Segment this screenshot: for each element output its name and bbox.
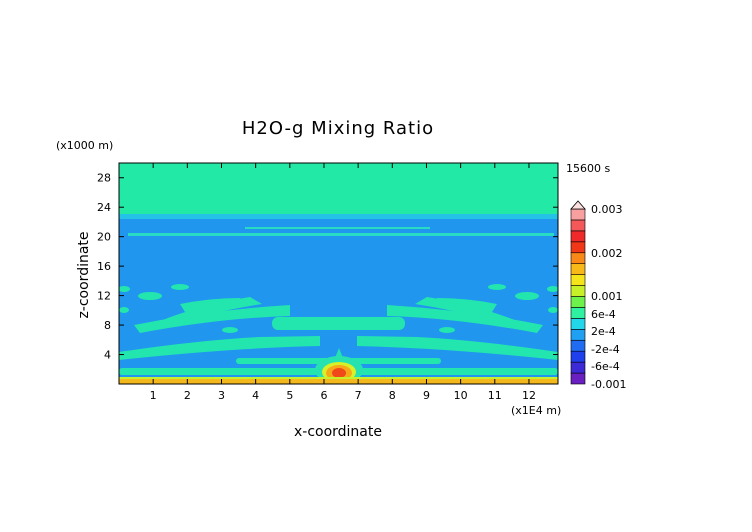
wave-band bbox=[180, 298, 245, 312]
wave-band bbox=[387, 305, 543, 333]
chart-title: H2O-g Mixing Ratio bbox=[242, 118, 434, 139]
thin-band bbox=[128, 233, 554, 236]
y-tick-label: 20 bbox=[97, 231, 111, 244]
colorbar-swatch bbox=[570, 263, 586, 275]
x-tick-label: 8 bbox=[389, 389, 396, 402]
colorbar-label: 6e-4 bbox=[591, 308, 616, 321]
colorbar-label: -6e-4 bbox=[591, 360, 620, 373]
y-tick-label: 12 bbox=[97, 290, 111, 303]
x-tick-label: 9 bbox=[423, 389, 430, 402]
wave-blob bbox=[515, 292, 539, 300]
surface-layer-top bbox=[119, 377, 558, 379]
wave-blob bbox=[488, 284, 506, 290]
colorbar-swatch bbox=[570, 307, 586, 319]
y-axis-label: z-coordinate bbox=[76, 231, 92, 318]
colorbar-swatch bbox=[570, 230, 586, 243]
surface-layer bbox=[119, 379, 558, 384]
wave-blob bbox=[171, 284, 189, 290]
y-scale-label: (x1000 m) bbox=[56, 139, 113, 152]
colorbar-swatch bbox=[570, 285, 586, 297]
wave-band bbox=[119, 336, 320, 360]
x-tick-label: 7 bbox=[355, 389, 362, 402]
colorbar-swatch bbox=[570, 329, 586, 341]
colorbar-swatch bbox=[570, 241, 586, 254]
colorbar-label: -2e-4 bbox=[591, 343, 620, 356]
x-tick-label: 10 bbox=[454, 389, 468, 402]
y-tick-label: 28 bbox=[97, 172, 111, 185]
x-axis-label: x-coordinate bbox=[294, 424, 382, 440]
x-tick-label: 5 bbox=[286, 389, 293, 402]
colorbar: 0.003 0.002 0.001 6e-4 2e-4 -2e-4 -6e-4 -0.001 bbox=[570, 200, 626, 391]
colorbar-swatch bbox=[570, 318, 586, 330]
colorbar-swatch bbox=[570, 361, 586, 374]
colorbar-extend-arrow bbox=[570, 200, 586, 210]
colorbar-label: 2e-4 bbox=[591, 325, 616, 338]
colorbar-swatch bbox=[570, 274, 586, 286]
y-tick-label: 16 bbox=[97, 260, 111, 273]
x-tick-label: 4 bbox=[252, 389, 259, 402]
x-axis: 1 2 3 4 5 6 7 8 9 10 11 12 bbox=[150, 163, 536, 402]
wave-blob bbox=[138, 292, 162, 300]
colorbar-swatch bbox=[570, 208, 586, 221]
colorbar-swatch bbox=[570, 372, 586, 385]
wave-blob bbox=[548, 307, 558, 313]
wave-band bbox=[357, 336, 558, 360]
colorbar-label: 0.002 bbox=[591, 247, 623, 260]
colorbar-label: 0.003 bbox=[591, 203, 623, 216]
x-scale-label: (x1E4 m) bbox=[511, 404, 561, 417]
x-tick-label: 6 bbox=[320, 389, 327, 402]
wave-blob bbox=[119, 286, 130, 292]
wave-blob bbox=[547, 286, 558, 292]
colorbar-swatch bbox=[570, 296, 586, 308]
colorbar-label: 0.001 bbox=[591, 290, 623, 303]
x-tick-label: 12 bbox=[522, 389, 536, 402]
wave-band bbox=[272, 317, 405, 330]
x-tick-label: 2 bbox=[184, 389, 191, 402]
colorbar-swatch bbox=[570, 219, 586, 232]
wave-blob bbox=[439, 327, 455, 333]
colorbar-swatch bbox=[570, 350, 586, 363]
y-tick-label: 8 bbox=[104, 319, 111, 332]
y-tick-label: 24 bbox=[97, 201, 111, 214]
tropopause-band bbox=[119, 214, 558, 219]
wave-band bbox=[432, 298, 497, 312]
x-tick-label: 11 bbox=[488, 389, 502, 402]
plot-area bbox=[119, 163, 558, 384]
wave-blob bbox=[119, 307, 129, 313]
y-axis: 4 8 12 16 20 24 28 bbox=[97, 172, 558, 362]
y-tick-label: 4 bbox=[104, 349, 111, 362]
upper-layer bbox=[119, 163, 558, 219]
colorbar-swatch bbox=[570, 252, 586, 264]
time-label: 15600 s bbox=[566, 162, 610, 175]
wave-band bbox=[134, 305, 290, 333]
wave-blob bbox=[222, 327, 238, 333]
plume-red bbox=[332, 368, 346, 378]
colorbar-label: -0.001 bbox=[591, 378, 626, 391]
thin-band-segment bbox=[245, 227, 430, 229]
colorbar-swatch bbox=[570, 339, 586, 352]
plume-stem bbox=[335, 348, 343, 358]
plot-frame bbox=[118, 162, 559, 385]
x-tick-label: 1 bbox=[150, 389, 157, 402]
x-tick-label: 3 bbox=[218, 389, 225, 402]
